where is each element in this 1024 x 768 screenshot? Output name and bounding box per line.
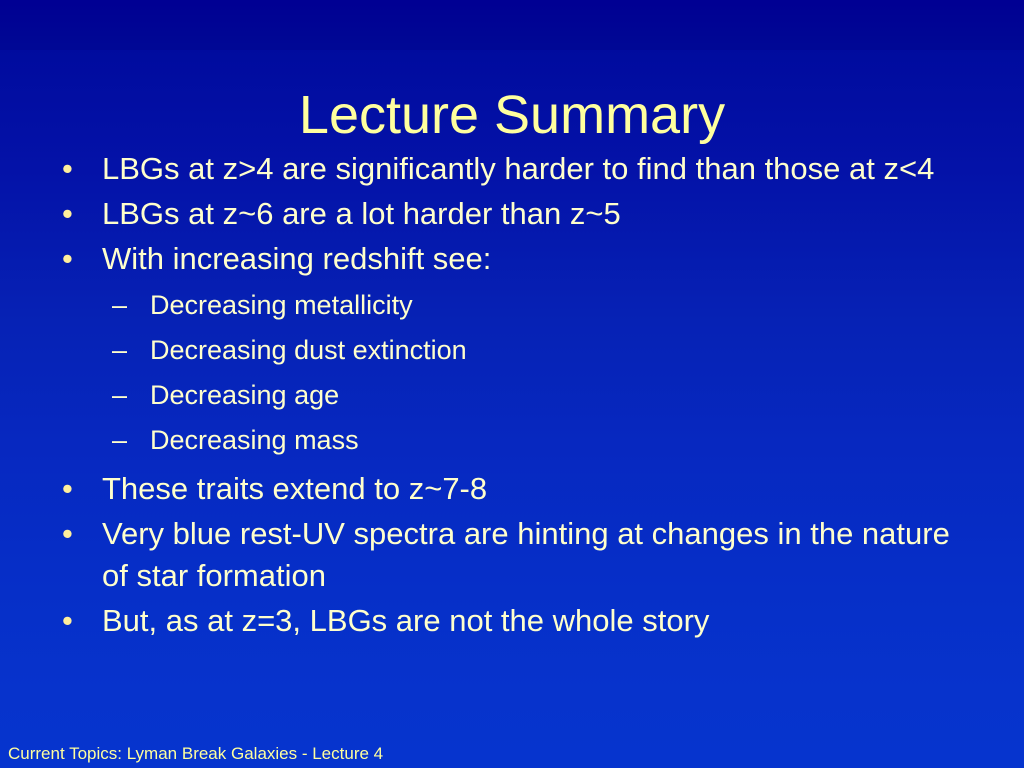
slide-title: Lecture Summary	[298, 85, 726, 146]
bullet-item: • LBGs at z>4 are significantly harder t…	[56, 148, 968, 190]
bullet-item: • But, as at z=3, LBGs are not the whole…	[56, 600, 968, 642]
bullet-item: • With increasing redshift see:	[56, 238, 968, 280]
bullet-text: Very blue rest-UV spectra are hinting at…	[102, 516, 950, 593]
sub-bullet-text: Decreasing metallicity	[150, 290, 413, 320]
bullet-item: • These traits extend to z~7-8	[56, 468, 968, 510]
dash-marker-icon: –	[112, 335, 128, 365]
bullet-text: With increasing redshift see:	[102, 241, 492, 276]
bullet-text: LBGs at z>4 are significantly harder to …	[102, 151, 935, 186]
bullet-text: But, as at z=3, LBGs are not the whole s…	[102, 603, 710, 638]
sub-bullet-item: – Decreasing dust extinction	[56, 328, 968, 373]
bullet-text: These traits extend to z~7-8	[102, 471, 488, 506]
sub-bullet-text: Decreasing dust extinction	[150, 335, 467, 365]
sub-bullet-text: Decreasing age	[150, 380, 340, 410]
bullet-list: • LBGs at z>4 are significantly harder t…	[56, 148, 968, 645]
dash-marker-icon: –	[112, 425, 128, 455]
bullet-marker-icon: •	[62, 603, 73, 638]
sub-bullet-text: Decreasing mass	[150, 425, 359, 455]
bullet-text: LBGs at z~6 are a lot harder than z~5	[102, 196, 621, 231]
bullet-marker-icon: •	[62, 241, 73, 276]
dash-marker-icon: –	[112, 380, 128, 410]
dash-marker-icon: –	[112, 290, 128, 320]
bullet-marker-icon: •	[62, 151, 73, 186]
sub-bullet-item: – Decreasing age	[56, 373, 968, 418]
sub-bullet-item: – Decreasing mass	[56, 418, 968, 463]
bullet-marker-icon: •	[62, 516, 73, 551]
bullet-marker-icon: •	[62, 196, 73, 231]
slide-footer: Current Topics: Lyman Break Galaxies - L…	[8, 744, 384, 763]
bullet-item: • LBGs at z~6 are a lot harder than z~5	[56, 193, 968, 235]
sub-bullet-item: – Decreasing metallicity	[56, 283, 968, 328]
bullet-marker-icon: •	[62, 471, 73, 506]
bullet-item: • Very blue rest-UV spectra are hinting …	[56, 513, 968, 597]
